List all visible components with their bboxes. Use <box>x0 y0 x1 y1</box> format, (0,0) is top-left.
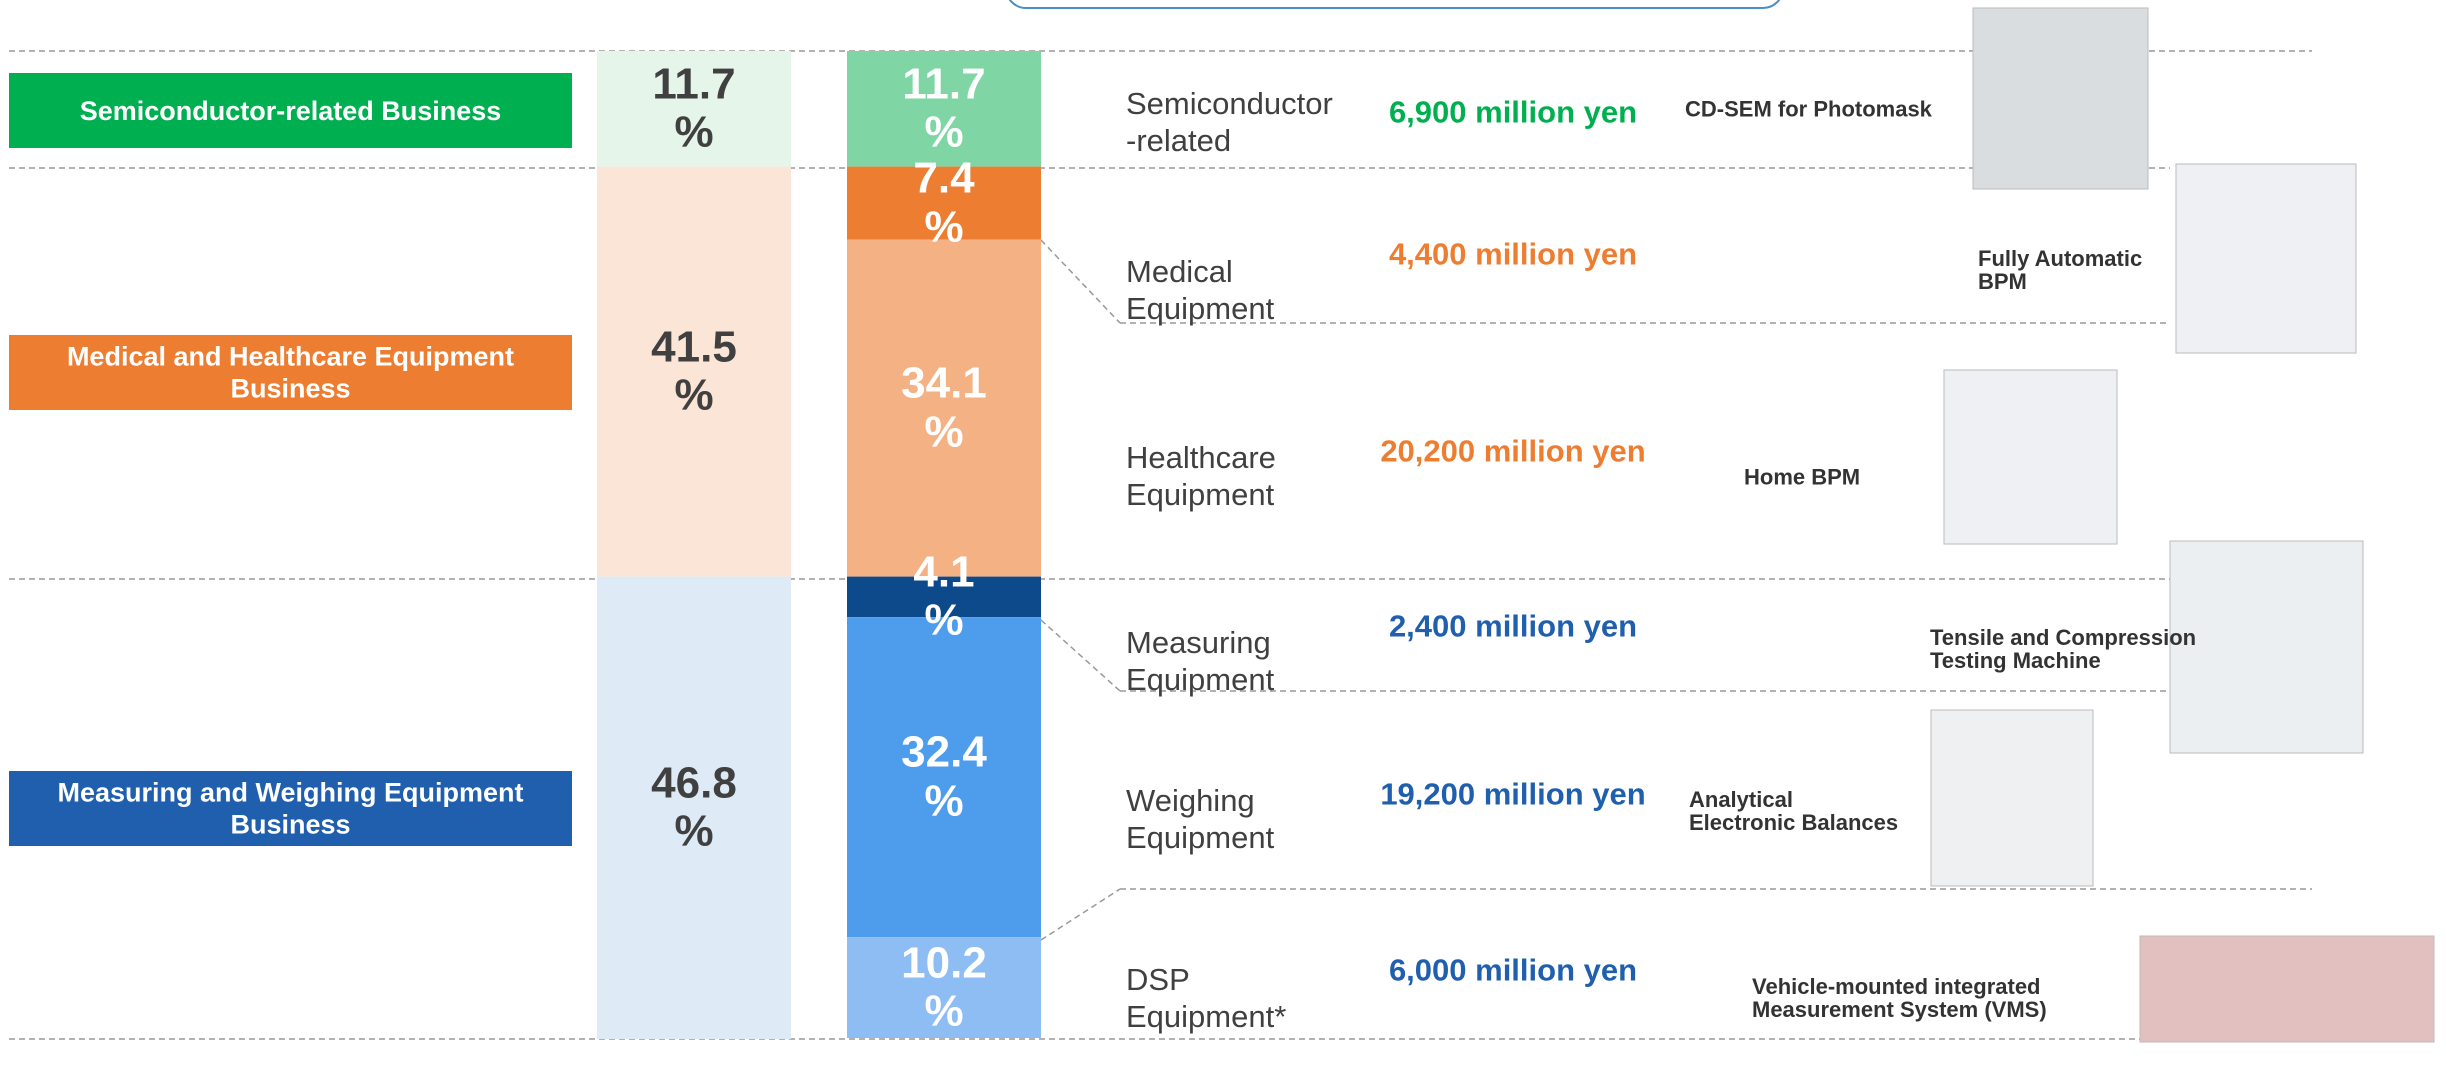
product-image <box>1930 709 2094 887</box>
product-image <box>2139 935 2435 1043</box>
item-name: Semiconductor -related <box>1126 85 1333 158</box>
item-segment <box>847 51 1041 167</box>
item-percent: 34.1 % <box>901 358 987 457</box>
item-name: Measuring Equipment <box>1126 624 1275 697</box>
divider <box>1040 888 1121 941</box>
item-amount: 6,900 million yen <box>1388 94 1638 130</box>
item-segment <box>847 239 1041 577</box>
group-label-box <box>9 73 572 148</box>
item-name: Medical Equipment <box>1126 253 1275 326</box>
item-percent: 4.1 % <box>913 547 975 645</box>
group-percent: 41.5 % <box>651 322 737 420</box>
group-label-box <box>9 335 572 410</box>
product-image <box>1972 7 2149 190</box>
item-amount: 2,400 million yen <box>1388 608 1638 644</box>
group-label: Medical and Healthcare Equipment Busines… <box>66 341 515 404</box>
item-name: Weighing Equipment <box>1126 782 1275 855</box>
group-percent: 46.8 % <box>651 758 737 856</box>
item-amount: 20,200 million yen <box>1380 433 1646 469</box>
item-percent: 11.7 % <box>902 59 986 157</box>
group-label: Semiconductor-related Business <box>79 95 502 126</box>
product-name: Tensile and Compression Testing Machine <box>1930 624 2197 673</box>
group-percent: 11.7 % <box>652 59 736 157</box>
item-percent: 32.4 % <box>901 727 987 826</box>
product-name: Analytical Electronic Balances <box>1689 786 1899 835</box>
item-percent: 10.2 % <box>901 938 987 1036</box>
item-name: Healthcare Equipment <box>1126 439 1276 512</box>
divider <box>1040 239 1121 324</box>
product-image <box>2169 540 2364 754</box>
group-label: Measuring and Weighing Equipment Busines… <box>57 777 524 840</box>
item-name: DSP Equipment* <box>1126 961 1287 1034</box>
product-name: Home BPM <box>1744 464 1861 490</box>
product-image <box>1943 369 2118 545</box>
product-name: Fully Automatic BPM <box>1978 245 2143 294</box>
item-amount: 6,000 million yen <box>1388 952 1638 988</box>
item-amount: 4,400 million yen <box>1388 236 1638 272</box>
dividers <box>9 50 2312 1040</box>
product-name: CD-SEM for Photomask <box>1685 96 1932 122</box>
item-segment <box>847 166 1041 240</box>
group-segment <box>597 576 791 1039</box>
header-box <box>1008 0 1781 9</box>
product-images <box>1930 7 2435 1043</box>
group-segment <box>597 51 791 167</box>
divider <box>1040 619 1121 692</box>
item-percent: 7.4 % <box>913 153 975 252</box>
group-segment <box>597 166 791 577</box>
product-image <box>2175 163 2357 354</box>
item-segment <box>847 937 1041 1039</box>
group-label-box <box>9 771 572 846</box>
item-segment <box>847 617 1041 938</box>
item-amount: 19,200 million yen <box>1380 776 1646 812</box>
item-segment <box>847 576 1041 618</box>
product-name: Vehicle-mounted integrated Measurement S… <box>1752 973 2047 1022</box>
